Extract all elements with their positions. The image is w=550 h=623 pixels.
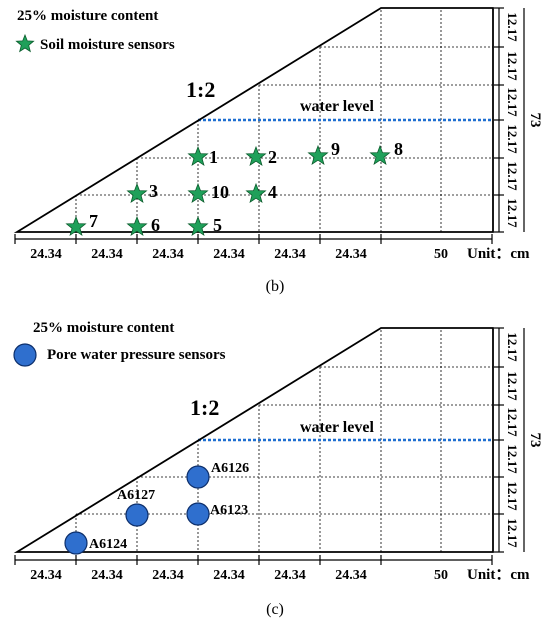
sensor-star-1 (187, 145, 209, 167)
right-dimension-labels-b: 12.17 12.17 12.17 12.17 12.17 12.17 (505, 12, 520, 228)
panel-c: 25% moisture content Pore water pressure… (13, 320, 543, 618)
legend-star-icon (15, 33, 35, 53)
dim-label: 24.34 (274, 247, 306, 262)
sensor-label-a6124: A6124 (89, 537, 127, 552)
dim-label: 12.17 (505, 407, 520, 437)
sensor-label-1: 1 (209, 147, 218, 167)
dim-label: 24.34 (213, 247, 245, 262)
panel-b: 25% moisture content Soil moisture senso… (13, 7, 543, 295)
dim-label: 24.34 (274, 568, 306, 583)
pore-water-pressure-sensors (64, 465, 210, 555)
dim-label: 12.17 (505, 87, 520, 117)
slope-outline-b (13, 7, 494, 233)
slope-outline-c (13, 327, 494, 553)
sensor-star-4 (245, 182, 267, 204)
sensor-star-6 (126, 215, 148, 237)
legend-sensor-c: Pore water pressure sensors (47, 347, 226, 363)
right-dimension-c (494, 327, 504, 553)
total-height-label-c: 73 (527, 433, 543, 448)
sensor-label-a6123: A6123 (210, 503, 248, 518)
sensor-star-10 (187, 182, 209, 204)
caption-c: (c) (266, 601, 284, 618)
sensor-a6126 (186, 465, 210, 489)
sensor-label-8: 8 (394, 139, 403, 159)
dim-label: 50 (434, 247, 448, 262)
pore-water-sensor-labels: A6126 A6127 A6123 A6124 (89, 461, 249, 552)
soil-moisture-sensor-labels: 1 2 3 4 5 6 7 8 9 10 (89, 139, 403, 235)
sensor-label-a6126: A6126 (211, 461, 249, 476)
unit-label-c: Unit：cm (467, 567, 530, 583)
sensor-star-2 (245, 145, 267, 167)
sensor-label-5: 5 (213, 215, 222, 235)
dim-label: 24.34 (213, 568, 245, 583)
dim-label: 12.17 (505, 481, 520, 511)
bottom-dimension-c (14, 555, 493, 565)
dim-label: 50 (434, 568, 448, 583)
sensor-star-7 (65, 215, 87, 237)
water-level-label-b: water level (300, 98, 374, 115)
dim-label: 24.34 (335, 568, 367, 583)
dim-label: 12.17 (505, 518, 520, 548)
legend-sensor-b: Soil moisture sensors (40, 37, 175, 53)
slope-ratio-b: 1:2 (186, 77, 215, 102)
soil-moisture-sensors (65, 144, 391, 237)
dim-label: 24.34 (152, 247, 184, 262)
dim-label: 12.17 (505, 371, 520, 401)
bottom-dimension-b (14, 234, 493, 244)
bottom-dimension-labels-b: 24.34 24.34 24.34 24.34 24.34 24.34 50 (30, 247, 448, 262)
sensor-star-8 (369, 144, 391, 166)
sensor-label-7: 7 (89, 211, 98, 231)
sensor-label-2: 2 (268, 147, 277, 167)
right-dimension-b (494, 7, 504, 233)
dim-label: 12.17 (505, 51, 520, 81)
sensor-label-10: 10 (211, 182, 229, 202)
dim-label: 24.34 (91, 247, 123, 262)
sensor-a6127 (125, 503, 149, 527)
total-height-label-b: 73 (527, 113, 543, 128)
sensor-label-3: 3 (149, 181, 158, 201)
dim-label: 24.34 (91, 568, 123, 583)
dim-label: 12.17 (505, 198, 520, 228)
dim-label: 12.17 (505, 444, 520, 474)
unit-label-b: Unit：cm (467, 246, 530, 262)
sensor-star-9 (307, 144, 329, 166)
sensor-label-9: 9 (331, 139, 340, 159)
legend-circle-icon (13, 343, 37, 367)
sensor-a6124 (64, 531, 88, 555)
sensor-star-3 (126, 182, 148, 204)
sensor-star-5 (187, 215, 209, 237)
caption-b: (b) (266, 278, 285, 295)
dim-label: 24.34 (335, 247, 367, 262)
legend-moisture-b: 25% moisture content (17, 8, 158, 24)
sensor-label-6: 6 (151, 215, 160, 235)
bottom-dimension-labels-c: 24.34 24.34 24.34 24.34 24.34 24.34 50 (30, 568, 448, 583)
dim-label: 24.34 (30, 568, 62, 583)
legend-moisture-c: 25% moisture content (33, 320, 174, 336)
dim-label: 12.17 (505, 332, 520, 362)
dim-label: 24.34 (30, 247, 62, 262)
dim-label: 12.17 (505, 12, 520, 42)
slope-ratio-c: 1:2 (190, 395, 219, 420)
dim-label: 12.17 (505, 161, 520, 191)
water-level-label-c: water level (300, 419, 374, 436)
sensor-a6123 (186, 502, 210, 526)
sensor-label-4: 4 (268, 182, 277, 202)
right-dimension-labels-c: 12.17 12.17 12.17 12.17 12.17 12.17 (505, 332, 520, 548)
dim-label: 24.34 (152, 568, 184, 583)
sensor-label-a6127: A6127 (117, 488, 155, 503)
dim-label: 12.17 (505, 124, 520, 154)
